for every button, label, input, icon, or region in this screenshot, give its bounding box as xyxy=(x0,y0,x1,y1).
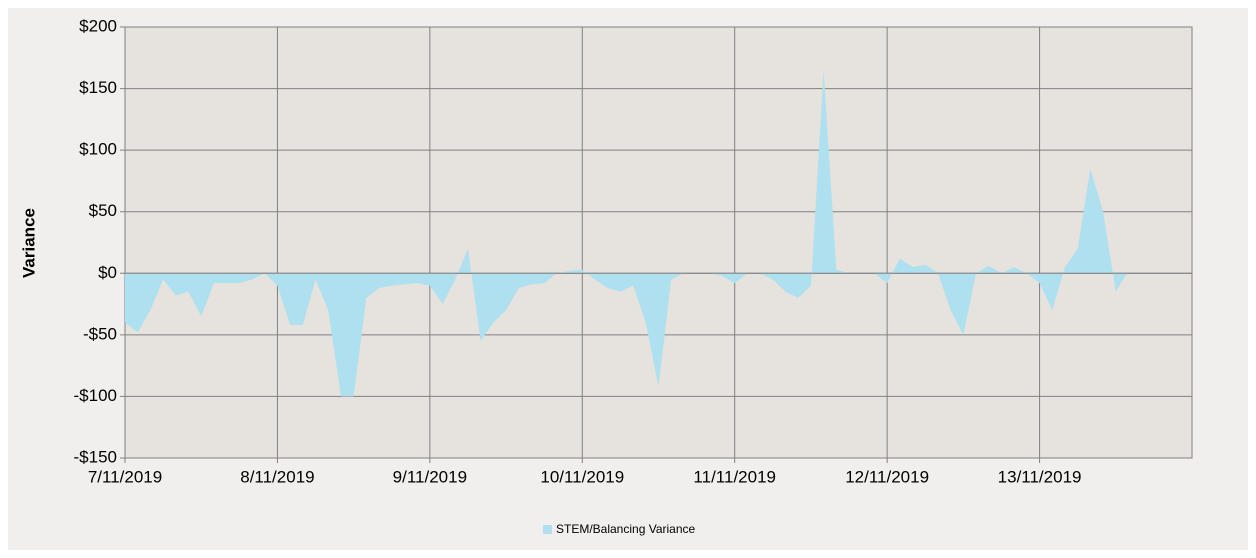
y-tick-label: -$50 xyxy=(83,324,117,343)
x-tick-label: 13/11/2019 xyxy=(998,467,1082,486)
legend-label: STEM/Balancing Variance xyxy=(556,522,696,536)
y-tick-label: $50 xyxy=(89,201,117,220)
y-tick-label: $100 xyxy=(79,140,117,159)
y-tick-label: $150 xyxy=(79,78,117,97)
x-tick-label: 9/11/2019 xyxy=(393,467,467,486)
x-tick-label: 7/11/2019 xyxy=(88,467,162,486)
x-tick-label: 11/11/2019 xyxy=(693,467,776,486)
x-tick-label: 10/11/2019 xyxy=(540,467,624,486)
y-tick-label: -$150 xyxy=(74,447,117,466)
x-tick-label: 12/11/2019 xyxy=(845,467,929,486)
y-tick-label: $0 xyxy=(98,263,117,282)
x-tick-label: 8/11/2019 xyxy=(240,467,314,486)
y-tick-label: -$100 xyxy=(74,386,117,405)
y-tick-label: $200 xyxy=(79,16,117,35)
legend-swatch xyxy=(543,525,552,534)
y-axis-title: Variance xyxy=(19,208,38,278)
plot-area xyxy=(124,26,1193,459)
